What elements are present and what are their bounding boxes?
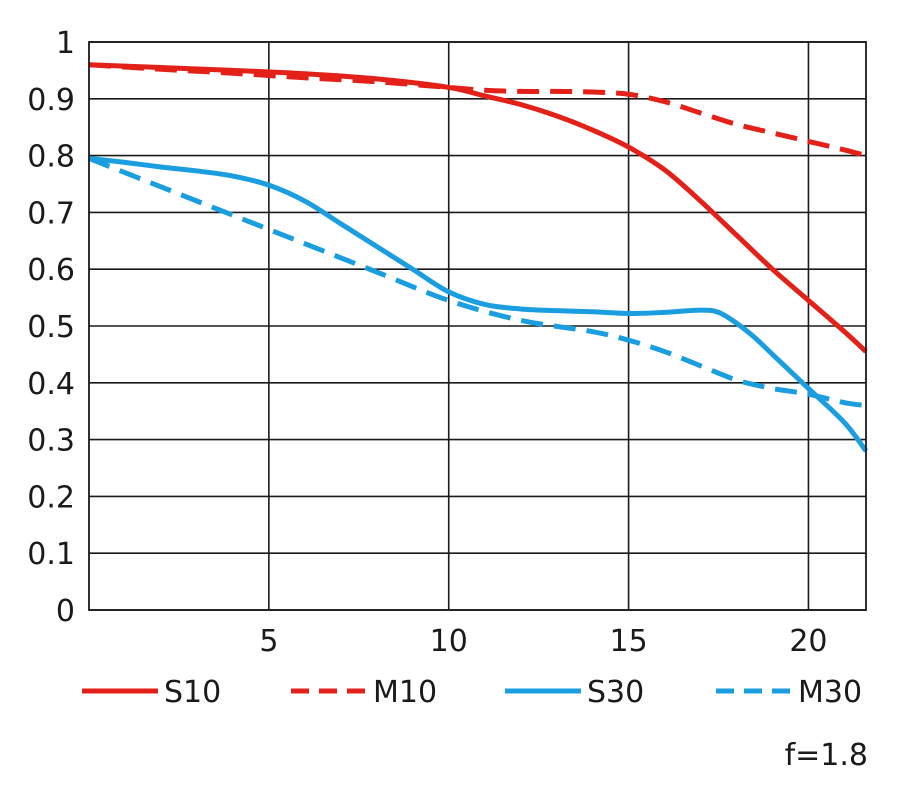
y-tick-label-9: 0.9: [27, 83, 75, 118]
legend-label-m30: M30: [798, 675, 862, 710]
y-tick-label-3: 0.3: [27, 424, 75, 459]
y-tick-label-6: 0.6: [27, 253, 75, 288]
legend-label-s30: S30: [587, 675, 644, 710]
y-tick-labels: 0 0.1 0.2 0.3 0.4 0.5 0.6 0.7 0.8 0.9 1: [27, 26, 75, 629]
series-line-m30: [88, 156, 867, 409]
y-tick-label-5: 0.5: [27, 310, 75, 345]
series-line-m10: [88, 62, 867, 159]
legend: S10 M10 S30 M30: [82, 675, 862, 710]
aperture-annotation: f=1.8: [785, 738, 868, 773]
y-tick-label-4: 0.4: [27, 367, 75, 402]
legend-label-s10: S10: [164, 675, 221, 710]
x-tick-labels: 5 10 15 20: [259, 624, 827, 659]
series-lines: [88, 62, 869, 453]
y-tick-label-7: 0.7: [27, 196, 75, 231]
x-tick-label-3: 20: [789, 624, 827, 659]
y-tick-label-2: 0.2: [27, 480, 75, 515]
series-line-s10: [88, 62, 868, 354]
legend-label-m10: M10: [373, 675, 437, 710]
series-line-s30: [88, 155, 869, 453]
plot-frame: [88, 41, 867, 611]
plot-border: [88, 41, 867, 611]
x-tick-label-1: 10: [430, 624, 468, 659]
x-tick-label-2: 15: [609, 624, 647, 659]
x-tick-label-0: 5: [259, 624, 278, 659]
y-tick-label-10: 1: [56, 26, 75, 61]
y-tick-label-0: 0: [56, 594, 75, 629]
y-tick-label-8: 0.8: [27, 140, 75, 175]
y-tick-label-1: 0.1: [27, 537, 75, 572]
